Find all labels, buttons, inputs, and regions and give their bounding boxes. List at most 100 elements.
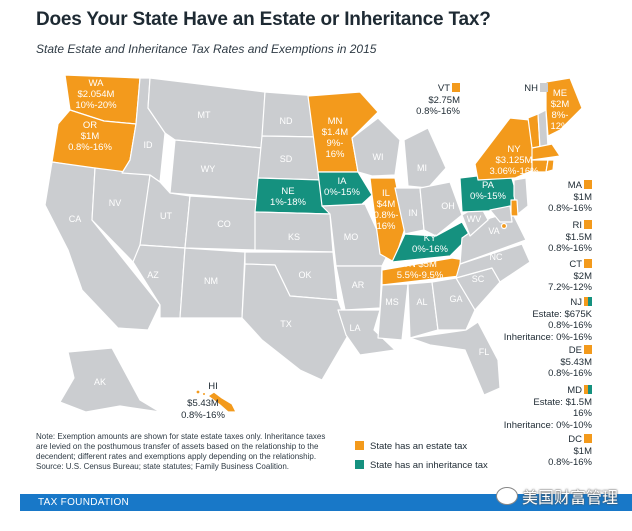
state-ak bbox=[59, 347, 161, 413]
callout-ri: RI $1.5M 0.8%-16% bbox=[548, 220, 592, 255]
abbr-co: CO bbox=[217, 219, 231, 229]
legend-inheritance-label: State has an inheritance tax bbox=[370, 460, 488, 471]
state-ri bbox=[545, 159, 555, 173]
abbr-mo: MO bbox=[344, 232, 359, 242]
callout-dc-abbr: DC bbox=[568, 434, 582, 445]
estate-swatch bbox=[452, 83, 460, 92]
abbr-al: AL bbox=[416, 297, 427, 307]
abbr-ut: UT bbox=[160, 211, 172, 221]
abbr-wi: WI bbox=[373, 152, 384, 162]
state-mi bbox=[403, 127, 447, 189]
label-ia-rate: 0%-15% bbox=[324, 187, 360, 198]
abbr-pa: PA bbox=[482, 180, 495, 191]
watermark: 美国财富管理 bbox=[495, 484, 618, 508]
abbr-wv: WV bbox=[467, 214, 482, 224]
callout-md-rate: 16% bbox=[572, 408, 592, 419]
abbr-az: AZ bbox=[147, 270, 159, 280]
callout-ct: CT $2M 7.2%-12% bbox=[548, 259, 592, 294]
callout-ct-abbr: CT bbox=[569, 259, 582, 270]
state-hi-island2 bbox=[201, 391, 207, 397]
callout-dc-rate: 0.8%-16% bbox=[548, 457, 592, 468]
abbr-il: IL bbox=[382, 188, 390, 199]
label-il-amount: $4M bbox=[377, 199, 396, 210]
label-mn-rate1: 9%- bbox=[327, 138, 344, 149]
abbr-or: OR bbox=[83, 120, 97, 131]
label-tn-amount: TN $5M bbox=[403, 259, 437, 270]
estate-swatch bbox=[584, 259, 592, 268]
callout-nh: NH bbox=[524, 83, 548, 95]
abbr-fl: FL bbox=[479, 347, 490, 357]
abbr-ca: CA bbox=[69, 214, 82, 224]
callout-ct-rate: 7.2%-12% bbox=[548, 282, 592, 293]
callout-vt-abbr: VT bbox=[437, 83, 450, 94]
abbr-ok: OK bbox=[298, 270, 311, 280]
callout-vt-amount: $2.75M bbox=[428, 94, 460, 106]
both-taxes-swatch bbox=[584, 297, 592, 306]
source-note: Note: Exemption amounts are shown for st… bbox=[36, 432, 326, 471]
label-me-rate2: 12% bbox=[550, 121, 570, 132]
abbr-la: LA bbox=[349, 323, 360, 333]
estate-swatch bbox=[584, 345, 592, 354]
callout-nj-abbr: NJ bbox=[570, 297, 582, 308]
watermark-text: 美国财富管理 bbox=[521, 490, 618, 507]
abbr-ks: KS bbox=[288, 232, 300, 242]
abbr-ky: KY bbox=[424, 233, 437, 244]
label-mn-rate2: 16% bbox=[325, 149, 345, 160]
page-subtitle: State Estate and Inheritance Tax Rates a… bbox=[36, 42, 377, 56]
callout-md: MD Estate: $1.5M 16% Inheritance: 0%-10% bbox=[504, 385, 592, 431]
callout-md-estate: Estate: $1.5M bbox=[533, 396, 592, 408]
callout-ma: MA $1M 0.8%-16% bbox=[548, 180, 592, 215]
state-me bbox=[545, 77, 583, 137]
abbr-in: IN bbox=[409, 208, 418, 218]
abbr-wa: WA bbox=[89, 78, 105, 89]
state-wi bbox=[351, 117, 401, 177]
label-me-rate1: 8%- bbox=[552, 110, 569, 121]
abbr-sc: SC bbox=[472, 274, 485, 284]
legend-inheritance: State has an inheritance tax bbox=[355, 460, 488, 471]
abbr-oh: OH bbox=[441, 201, 455, 211]
estate-swatch bbox=[584, 434, 592, 443]
abbr-ga: GA bbox=[449, 294, 462, 304]
abbr-ne: NE bbox=[281, 186, 294, 197]
legend-inheritance-swatch bbox=[355, 460, 364, 469]
abbr-mi: MI bbox=[417, 163, 427, 173]
estate-swatch bbox=[584, 220, 592, 229]
abbr-me: ME bbox=[553, 88, 567, 99]
abbr-ms: MS bbox=[385, 297, 399, 307]
state-md bbox=[489, 205, 513, 223]
state-nc bbox=[455, 243, 531, 283]
callout-dc: DC $1M 0.8%-16% bbox=[548, 434, 592, 469]
estate-swatch bbox=[584, 180, 592, 189]
label-ny-rate: 3.06%-16% bbox=[489, 166, 539, 177]
state-ky bbox=[391, 221, 471, 263]
callout-hi: $5.43M 0.8%-16% bbox=[170, 398, 236, 421]
callout-ct-amount: $2M bbox=[573, 270, 592, 282]
state-wy bbox=[169, 139, 263, 201]
callout-ri-amount: $1.5M bbox=[565, 231, 592, 243]
callout-ma-abbr: MA bbox=[567, 180, 582, 191]
state-hi bbox=[207, 391, 237, 413]
abbr-sd: SD bbox=[280, 154, 293, 164]
wechat-icon bbox=[495, 487, 518, 505]
label-il-rate1: 0.8%- bbox=[374, 210, 399, 221]
legend-estate-swatch bbox=[355, 441, 364, 450]
legend-estate: State has an estate tax bbox=[355, 441, 467, 452]
state-hi-island bbox=[195, 389, 201, 395]
abbr-ar: AR bbox=[352, 280, 365, 290]
footer-org: TAX FOUNDATION bbox=[38, 497, 130, 508]
callout-hi-amount: $5.43M bbox=[187, 398, 219, 409]
state-dc bbox=[500, 222, 508, 230]
abbr-tx: TX bbox=[280, 319, 292, 329]
label-mn-amount: $1.4M bbox=[322, 127, 348, 138]
abbr-nd: ND bbox=[280, 116, 293, 126]
label-il-rate2: 16% bbox=[376, 221, 396, 232]
callout-nj: NJ Estate: $675K 0.8%-16% Inheritance: 0… bbox=[504, 297, 592, 343]
callout-ri-rate: 0.8%-16% bbox=[548, 243, 592, 254]
abbr-nv: NV bbox=[109, 198, 122, 208]
label-ny-amount: $3.125M bbox=[496, 155, 533, 166]
abbr-ny: NY bbox=[507, 144, 521, 155]
callout-vt: VT $2.75M 0.8%-16% bbox=[416, 83, 460, 118]
callout-ri-abbr: RI bbox=[572, 220, 583, 231]
